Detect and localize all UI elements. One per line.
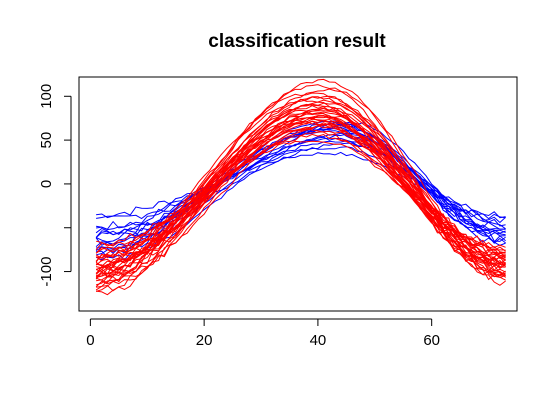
x-tick-label: 40: [310, 332, 327, 349]
axis-layer: 0 20 40 60 -100 0 50 100: [38, 84, 440, 349]
red-series-line: [95, 99, 506, 269]
x-tick-label: 0: [86, 332, 94, 349]
red-series-line: [95, 124, 506, 292]
red-series-line: [96, 105, 506, 296]
red-series-line: [95, 92, 506, 262]
red-series-line: [95, 78, 506, 281]
blue-series-line: [95, 130, 506, 238]
red-series-line: [95, 84, 506, 277]
y-tick-label: 100: [38, 84, 55, 109]
chart-title: classification result: [208, 31, 386, 52]
red-series-line: [96, 110, 506, 288]
plot-frame: [78, 76, 518, 312]
y-tick-label: 50: [38, 132, 55, 149]
y-tick-label: 0: [38, 180, 55, 188]
series-layer: [95, 78, 506, 296]
x-tick-label: 20: [196, 332, 213, 349]
red-series-line: [95, 115, 506, 274]
y-tick-label: -100: [38, 257, 55, 287]
x-tick-label: 60: [423, 332, 440, 349]
